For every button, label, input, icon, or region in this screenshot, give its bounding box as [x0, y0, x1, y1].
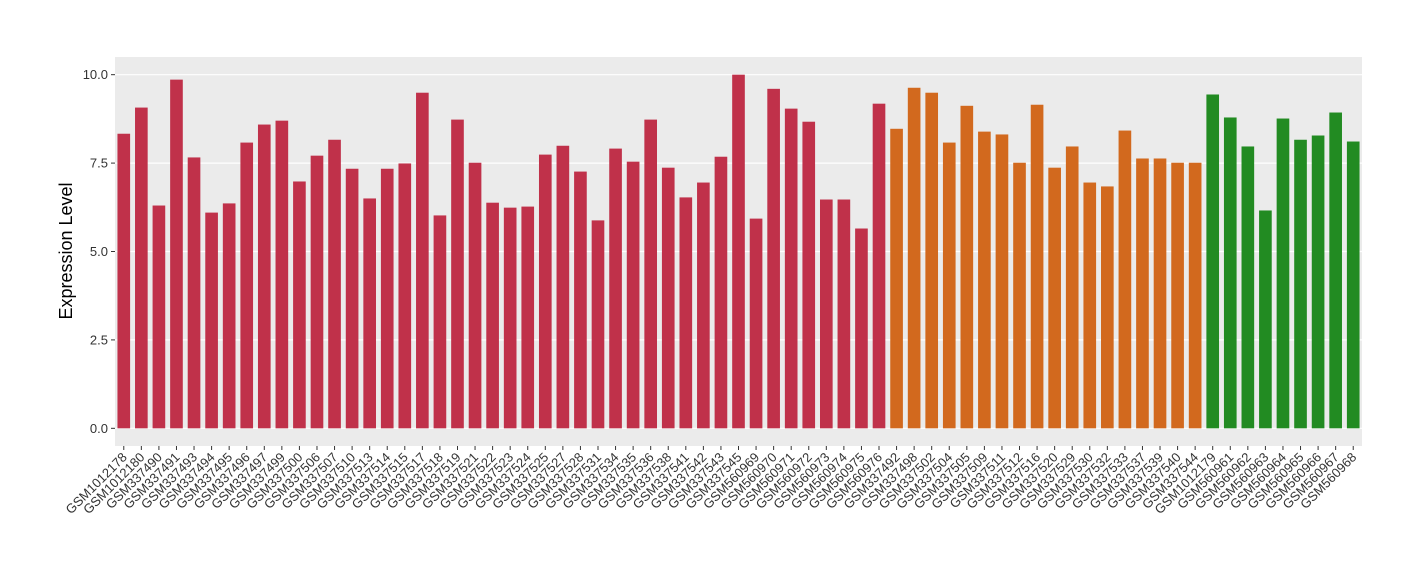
bar [749, 218, 763, 429]
bar [1030, 104, 1044, 429]
bar [591, 220, 605, 429]
bar [1101, 186, 1114, 429]
bar [152, 205, 166, 429]
bar [907, 87, 921, 429]
bar [995, 134, 1009, 429]
bar [486, 202, 499, 429]
bar [644, 119, 658, 429]
bar [978, 131, 991, 429]
bar [784, 108, 798, 429]
bar [609, 148, 622, 429]
bar [837, 199, 851, 429]
bar [714, 156, 728, 429]
bar [293, 181, 306, 429]
bar [1188, 162, 1202, 429]
bar [574, 171, 587, 429]
y-tick-label: 10.0 [83, 67, 108, 82]
bar [1206, 94, 1220, 429]
bar [1241, 146, 1255, 429]
bar [240, 142, 254, 429]
y-tick-label: 5.0 [90, 244, 108, 259]
bar [345, 168, 359, 429]
bar [1083, 182, 1097, 429]
bar [380, 168, 394, 429]
bar [819, 199, 833, 429]
bar [697, 182, 710, 429]
bar [521, 206, 535, 429]
bar [925, 92, 939, 429]
y-tick-label: 7.5 [90, 156, 108, 171]
bar [890, 128, 903, 429]
bar [1223, 117, 1237, 429]
bar [328, 139, 341, 429]
bar [135, 107, 148, 429]
bar [679, 197, 693, 429]
y-tick-label: 0.0 [90, 421, 108, 436]
bar [275, 120, 289, 429]
bar [222, 203, 236, 429]
bar [1171, 162, 1184, 429]
bar [1311, 135, 1325, 429]
bar [626, 161, 640, 429]
bar [1065, 146, 1079, 429]
y-axis-label: Expression Level [56, 182, 76, 319]
bar [416, 92, 429, 429]
bar [1294, 139, 1307, 429]
bar [960, 105, 974, 429]
bar [732, 74, 745, 429]
bar [451, 119, 464, 429]
bar [1136, 158, 1149, 429]
bar [1329, 112, 1342, 429]
bar [310, 155, 324, 429]
y-tick-label: 2.5 [90, 332, 108, 347]
bar [1276, 118, 1290, 429]
bar [538, 154, 552, 429]
bar [187, 157, 201, 429]
bar [363, 198, 376, 429]
bar [855, 228, 868, 429]
bar [1048, 167, 1061, 429]
bar [556, 145, 570, 429]
bar [1013, 162, 1026, 429]
bar [1153, 158, 1167, 429]
bar [661, 167, 675, 429]
bar [872, 103, 886, 429]
bar [170, 79, 183, 429]
bar [767, 88, 780, 429]
bar [433, 215, 447, 429]
bar [1346, 141, 1360, 429]
bar [205, 212, 218, 429]
bar [802, 121, 816, 429]
bar [942, 142, 956, 429]
bar [1259, 210, 1272, 429]
bar [1118, 130, 1132, 429]
bar [117, 133, 131, 429]
bar [503, 207, 517, 429]
bar [468, 162, 482, 429]
bar [398, 163, 412, 429]
bar [257, 124, 271, 429]
